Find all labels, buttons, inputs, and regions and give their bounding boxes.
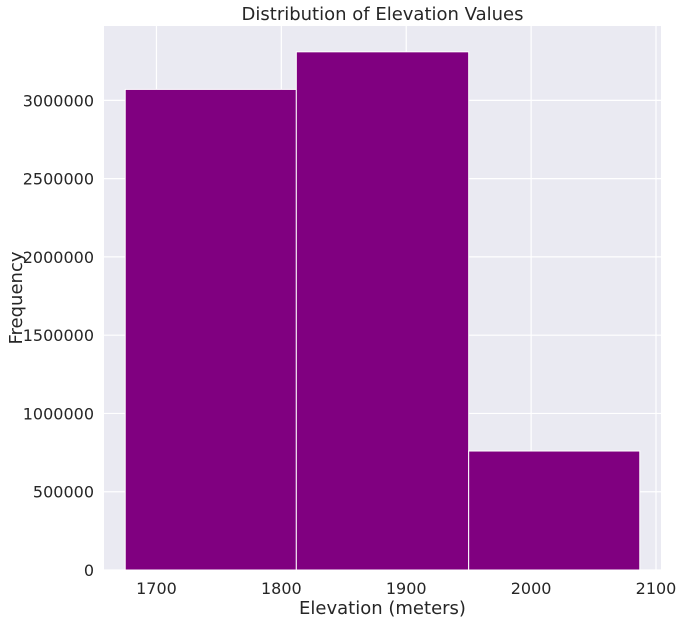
y-tick-label: 1500000 (23, 326, 94, 345)
x-tick-label: 2000 (511, 579, 552, 598)
y-tick-label: 2000000 (23, 248, 94, 267)
histogram-bar-3 (468, 450, 641, 571)
y-tick-label: 500000 (33, 483, 94, 502)
x-tick-label: 1900 (386, 579, 427, 598)
histogram-bar-1 (124, 88, 297, 571)
x-tick-label: 2100 (636, 579, 676, 598)
y-tick-labels: 0 500000 1000000 1500000 2000000 2500000 30000… (23, 91, 94, 580)
x-tick-label: 1800 (261, 579, 302, 598)
y-tick-label: 0 (84, 561, 94, 580)
x-tick-labels: 1700 1800 1900 2000 2100 (136, 579, 676, 598)
x-tick-label: 1700 (136, 579, 177, 598)
y-tick-label: 2500000 (23, 170, 94, 189)
bars (124, 51, 641, 571)
chart-title: Distribution of Elevation Values (242, 4, 524, 25)
y-axis-label: Frequency (6, 251, 27, 344)
x-axis-label: Elevation (meters) (299, 598, 466, 619)
y-tick-label: 3000000 (23, 91, 94, 110)
y-tick-label: 1000000 (23, 404, 94, 423)
histogram-bar-2 (295, 51, 470, 571)
